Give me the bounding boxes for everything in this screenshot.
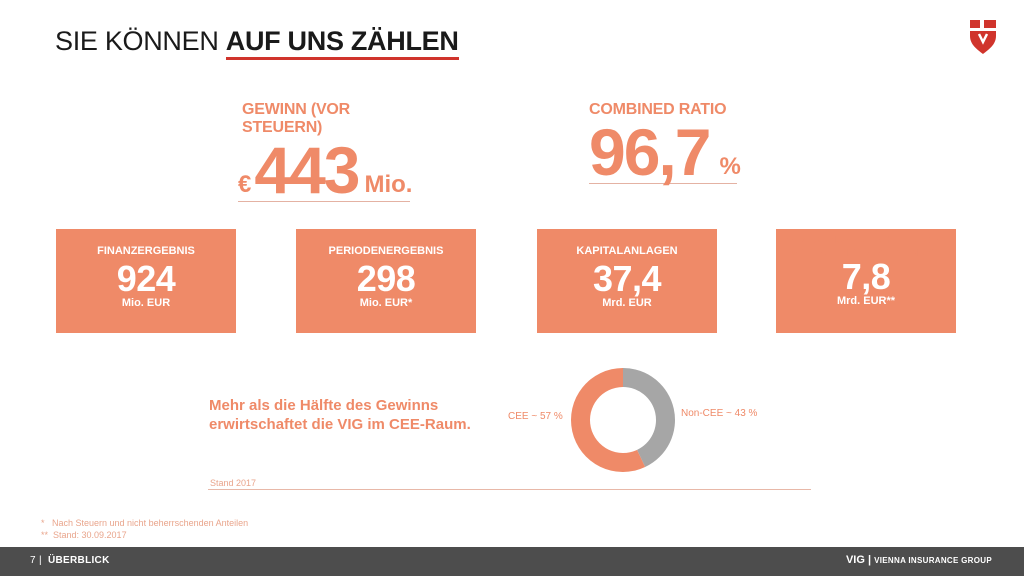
footer-brand: VIG | VIENNA INSURANCE GROUP xyxy=(846,554,992,566)
box-label: FINANZERGEBNIS xyxy=(97,245,195,257)
footnote-1: * Nach Steuern und nicht beherrschenden … xyxy=(41,518,249,528)
noncee-label: Non-CEE ~ 43 % xyxy=(681,408,758,419)
box-value: 924 xyxy=(116,258,176,299)
donut-slice-non-cee xyxy=(623,368,675,468)
title-bold: AUF UNS ZÄHLEN xyxy=(225,26,459,60)
box-value: 7,8 xyxy=(841,256,891,297)
divider xyxy=(208,489,811,490)
section-name: ÜBERBLICK xyxy=(48,555,110,566)
kpi-ratio: COMBINED RATIO 96,7 % xyxy=(589,101,741,189)
cee-donut-chart xyxy=(571,368,675,472)
box-unit: Mio. EUR xyxy=(121,297,171,309)
footnote-2: ** Stand: 30.09.2017 xyxy=(41,530,127,540)
kpi-profit-value: 443 xyxy=(254,133,360,207)
kpi-profit-prefix: € xyxy=(238,171,252,198)
box-value: 37,4 xyxy=(592,258,662,299)
cee-label: CEE ~ 57 % xyxy=(508,411,563,422)
box-eigenmittel: 7,8 Mrd. EUR** xyxy=(776,229,956,333)
box-finanzergebnis: FINANZERGEBNIS 924 Mio. EUR xyxy=(56,229,236,333)
kpi-profit-unit: Mio. xyxy=(364,171,413,198)
brand-name: VIG | xyxy=(845,554,872,566)
kpi-profit: GEWINN (VOR STEUERN) € 443 Mio. xyxy=(238,101,413,207)
box-label: KAPITALANLAGEN xyxy=(576,245,678,257)
box-unit: Mrd. EUR xyxy=(602,297,652,309)
box-eigenmittel-label: ANRECHNUNGSFÄHIGE EIGEN-MITTEL UNTER SOL… xyxy=(781,234,951,259)
cee-statement-line1: Mehr als die Hälfte des Gewinns xyxy=(209,397,439,414)
box-unit: Mrd. EUR** xyxy=(836,295,896,307)
footer-left: 7 | ÜBERBLICK xyxy=(30,555,110,566)
kpi-ratio-value: 96,7 xyxy=(589,115,711,189)
footnotes: * Nach Steuern und nicht beherrschenden … xyxy=(41,517,248,541)
box-periodenergebnis: PERIODENERGEBNIS 298 Mio. EUR* xyxy=(296,229,476,333)
box-value: 298 xyxy=(356,258,416,299)
box-label: PERIODENERGEBNIS xyxy=(328,245,444,257)
title-light: SIE KÖNNEN xyxy=(55,26,226,56)
vig-logo-icon xyxy=(970,20,996,54)
page-number: 7 | xyxy=(30,555,42,566)
cee-statement: Mehr als die Hälfte des Gewinns erwirtsc… xyxy=(209,396,471,434)
box-kapitalanlagen: KAPITALANLAGEN 37,4 Mrd. EUR xyxy=(537,229,717,333)
footer-bar: 7 | ÜBERBLICK VIG | VIENNA INSURANCE GRO… xyxy=(0,547,1024,576)
box-unit: Mio. EUR* xyxy=(359,297,413,309)
donut-slice-cee xyxy=(571,368,646,472)
kpi-ratio-unit: % xyxy=(719,153,741,180)
kpi-profit-label: GEWINN (VOR STEUERN) xyxy=(242,101,351,136)
stand-note: Stand 2017 xyxy=(210,478,257,488)
page-title: SIE KÖNNEN AUF UNS ZÄHLEN xyxy=(55,26,459,60)
cee-statement-line2: erwirtschaftet die VIG im CEE-Raum. xyxy=(209,416,471,433)
brand-subtitle: VIENNA INSURANCE GROUP xyxy=(874,556,992,565)
kpi-ratio-label: COMBINED RATIO xyxy=(589,101,727,118)
